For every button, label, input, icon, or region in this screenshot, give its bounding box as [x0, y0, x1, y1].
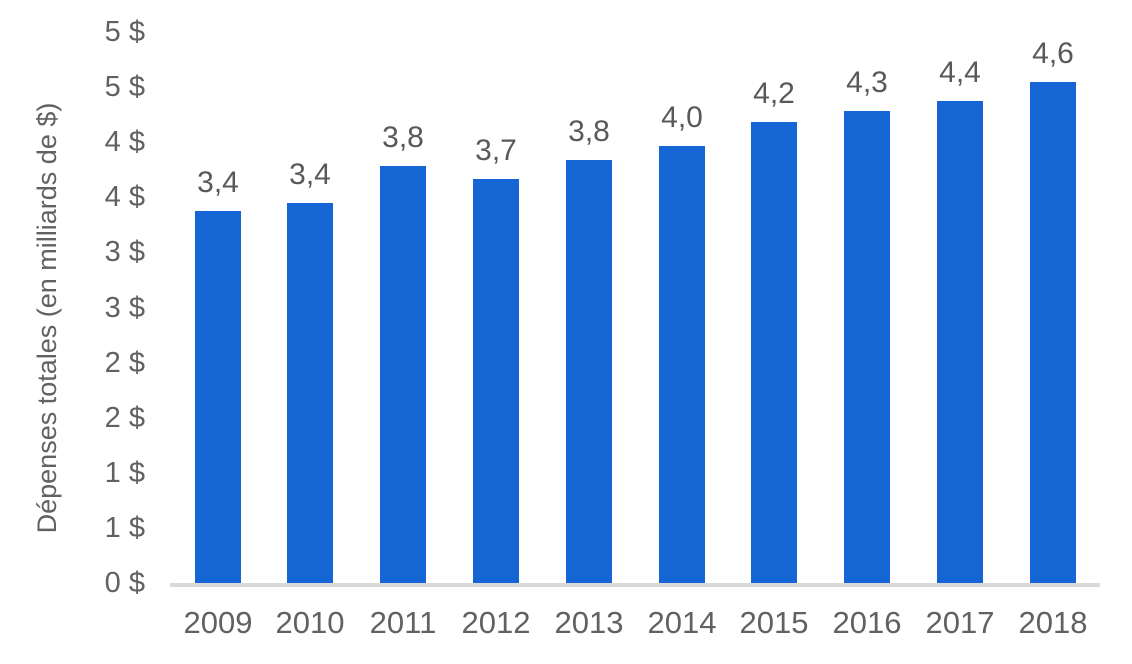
x-tick-label: 2014	[647, 605, 717, 640]
bar	[1030, 82, 1076, 583]
y-tick-label: 5 $	[104, 16, 145, 48]
x-tick-label: 2018	[1018, 605, 1088, 640]
y-tick-label: 0 $	[104, 567, 145, 599]
bar	[287, 203, 333, 583]
x-tick-label: 2009	[183, 605, 253, 640]
bar-value-label: 4,3	[846, 66, 888, 99]
bar	[473, 179, 519, 583]
bar-value-label: 4,0	[661, 101, 703, 134]
bar-value-label: 4,4	[939, 56, 981, 89]
x-tick-label: 2012	[461, 605, 531, 640]
bar	[566, 160, 612, 583]
bar-value-label: 3,7	[475, 134, 517, 167]
y-tick-label: 3 $	[104, 236, 145, 268]
y-tick-label: 1 $	[104, 457, 145, 489]
bar	[751, 122, 797, 583]
y-tick-label: 3 $	[104, 292, 145, 324]
x-tick-label: 2011	[369, 605, 437, 640]
x-tick-label: 2015	[739, 605, 809, 640]
y-tick-label: 2 $	[104, 402, 145, 434]
bar-value-label: 3,8	[568, 115, 610, 148]
bar-value-label: 3,4	[197, 166, 239, 199]
bar-value-label: 3,4	[289, 158, 331, 191]
y-tick-label: 2 $	[104, 347, 145, 379]
x-tick-label: 2013	[554, 605, 624, 640]
y-tick-label: 4 $	[104, 126, 145, 158]
bar	[195, 211, 241, 583]
bar-value-label: 3,8	[382, 121, 424, 154]
x-tick-label: 2017	[925, 605, 995, 640]
bar	[380, 166, 426, 583]
x-tick-label: 2010	[275, 605, 345, 640]
y-tick-label: 4 $	[104, 181, 145, 213]
bar	[844, 111, 890, 583]
bar	[659, 146, 705, 583]
x-tick-label: 2016	[832, 605, 902, 640]
x-axis-line	[170, 583, 1100, 587]
y-tick-label: 1 $	[104, 512, 145, 544]
y-tick-label: 5 $	[104, 71, 145, 103]
bar-value-label: 4,2	[753, 77, 795, 110]
bar-value-label: 4,6	[1032, 37, 1074, 70]
bar	[937, 101, 983, 583]
